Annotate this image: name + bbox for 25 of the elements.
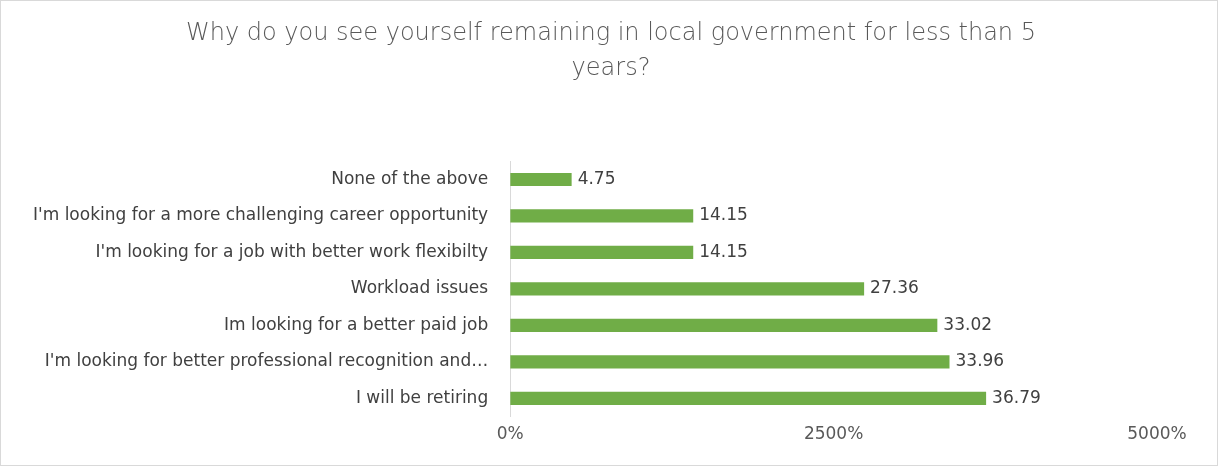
x-tick-label: 5000% [1127,423,1187,444]
data-label: 33.96 [955,350,1005,371]
bar [510,245,694,259]
data-label: 14.15 [699,240,748,261]
bar [510,318,938,332]
bar [510,355,950,369]
bar [510,209,694,223]
y-tick-label: I will be retiring [355,386,489,407]
y-tick-label: I'm looking for better professional recognition and… [44,350,489,371]
data-label: 33.02 [943,313,993,334]
y-tick-label: None of the above [331,167,489,188]
data-label: 36.79 [992,386,1041,407]
y-tick-label: I'm looking for a job with better work flexibilty [95,240,489,261]
y-tick-label: Im looking for a better paid job [224,313,489,334]
bar [510,172,572,187]
data-label: 4.75 [577,167,616,188]
y-tick-label: Workload issues [350,277,489,298]
data-label: 27.36 [870,277,919,298]
bar [510,282,865,296]
data-label: 14.15 [699,204,748,225]
x-tick-label: 2500% [803,423,864,444]
y-tick-label: I'm looking for a more challenging career opportunity [32,204,489,225]
bar [510,391,987,405]
chart-title: Why do you see yourself remaining in local government for less than 5 years? [185,17,1037,83]
x-tick-label: 0% [496,423,524,444]
